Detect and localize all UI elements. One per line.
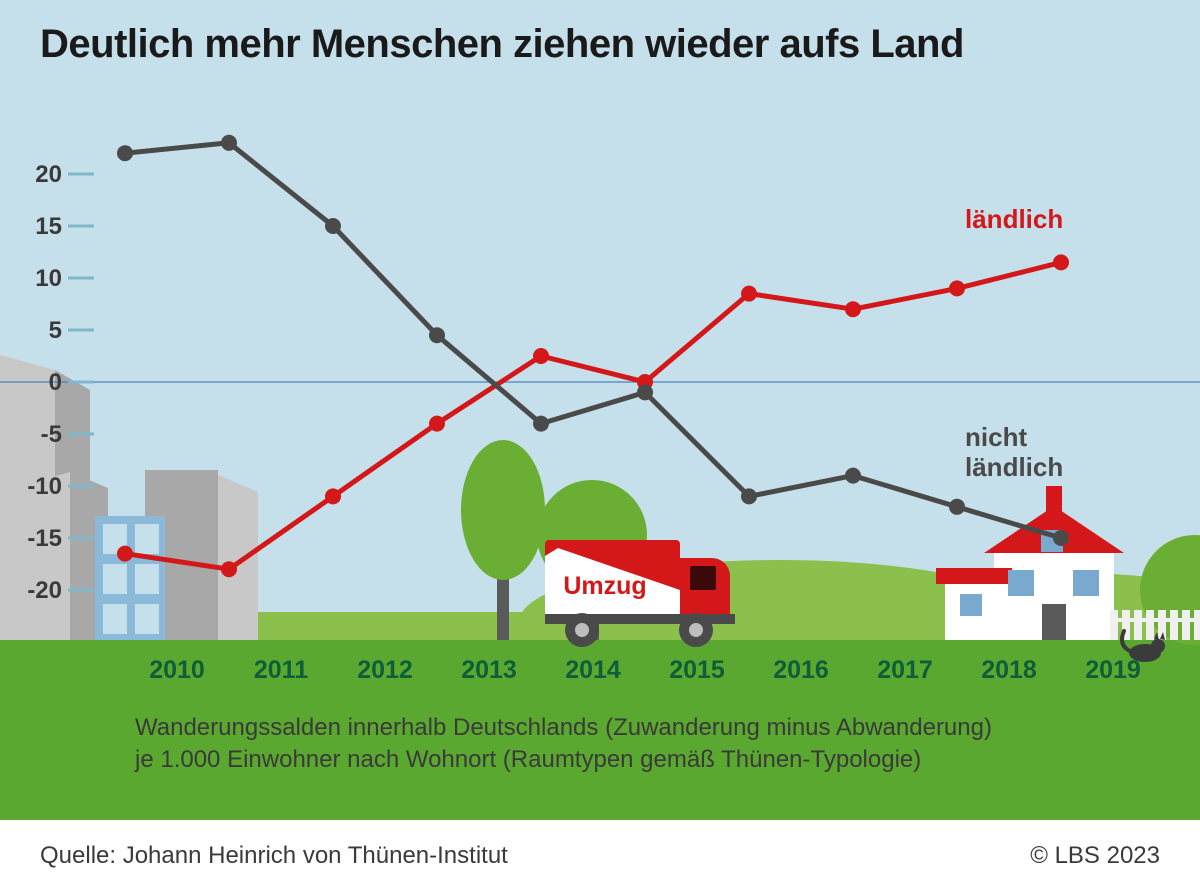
copyright-label: © LBS 2023 (1030, 842, 1160, 870)
series-marker-laendlich (325, 488, 341, 504)
series-marker-nicht_laendlich (949, 499, 965, 515)
page-title: Deutlich mehr Menschen ziehen wieder auf… (40, 22, 964, 67)
y-tick-label: -10 (27, 473, 62, 500)
y-tick-label: 5 (49, 317, 62, 344)
series-marker-nicht_laendlich (845, 468, 861, 484)
series-label-nicht_laendlich: ländlich (965, 452, 1063, 482)
chart-description-line2: je 1.000 Einwohner nach Wohnort (Raumtyp… (135, 746, 921, 773)
y-tick-label: 0 (49, 369, 62, 396)
x-tick-label: 2015 (669, 656, 725, 684)
series-marker-laendlich (117, 546, 133, 562)
series-marker-laendlich (221, 561, 237, 577)
series-marker-nicht_laendlich (741, 488, 757, 504)
series-marker-nicht_laendlich (325, 218, 341, 234)
series-marker-laendlich (1053, 254, 1069, 270)
x-tick-label: 2018 (981, 656, 1037, 684)
y-tick-label: -15 (27, 525, 62, 552)
x-tick-label: 2016 (773, 656, 829, 684)
series-marker-laendlich (429, 416, 445, 432)
chart-description-line1: Wanderungssalden innerhalb Deutschlands … (135, 714, 992, 741)
series-marker-nicht_laendlich (533, 416, 549, 432)
series-marker-nicht_laendlich (1053, 530, 1069, 546)
series-marker-nicht_laendlich (221, 135, 237, 151)
x-tick-label: 2013 (461, 656, 517, 684)
x-tick-label: 2012 (357, 656, 413, 684)
series-marker-laendlich (949, 280, 965, 296)
series-marker-laendlich (533, 348, 549, 364)
source-label: Quelle: Johann Heinrich von Thünen-Insti… (40, 842, 508, 870)
series-marker-laendlich (845, 301, 861, 317)
x-tick-label: 2010 (149, 656, 205, 684)
series-marker-nicht_laendlich (117, 145, 133, 161)
series-marker-laendlich (741, 286, 757, 302)
y-tick-label: 10 (35, 265, 62, 292)
truck-label: Umzug (563, 572, 646, 600)
chart-description: Wanderungssalden innerhalb Deutschlands … (135, 712, 1085, 777)
x-tick-label: 2011 (254, 656, 308, 684)
y-tick-label: 20 (35, 161, 62, 188)
x-tick-label: 2019 (1085, 656, 1141, 684)
x-tick-label: 2017 (877, 656, 933, 684)
x-tick-label: 2014 (565, 656, 621, 684)
y-tick-label: -5 (41, 421, 62, 448)
series-label-laendlich: ländlich (965, 204, 1063, 234)
series-label-nicht_laendlich: nicht (965, 422, 1027, 452)
y-tick-label: 15 (35, 213, 62, 240)
series-marker-nicht_laendlich (429, 327, 445, 343)
y-tick-label: -20 (27, 577, 62, 604)
series-marker-nicht_laendlich (637, 384, 653, 400)
